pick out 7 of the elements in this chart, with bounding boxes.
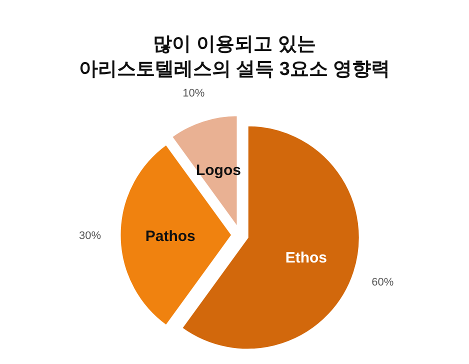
data-label: 30% [78, 230, 102, 242]
slice-label: Pathos [145, 228, 196, 245]
slice-label: Logos [196, 162, 241, 179]
chart-title: 많이 이용되고 있는 아리스토텔레스의 설득 3요소 영향력 [78, 34, 390, 80]
data-label: 60% [372, 276, 394, 288]
slice-label: Ethos [285, 250, 328, 267]
data-label: 10% [182, 87, 205, 100]
